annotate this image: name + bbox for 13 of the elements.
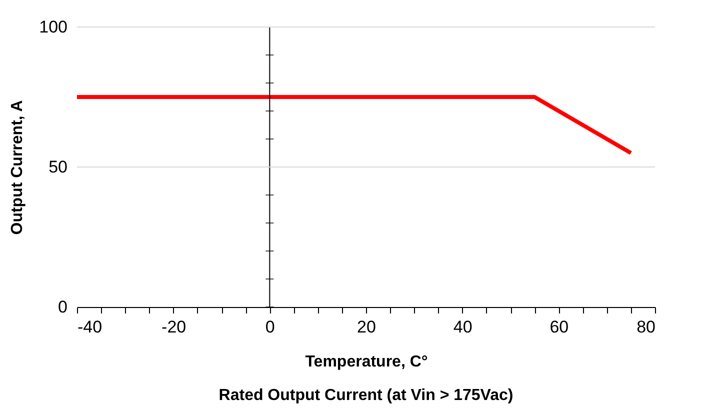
x-tick-label: 40 (453, 318, 472, 336)
y-tick-label: 0 (58, 298, 68, 316)
x-tick-label: 80 (636, 318, 656, 336)
text: Rated Output Current (at Vin > 175Vac) (218, 387, 514, 404)
x-tick-label: -20 (162, 318, 186, 336)
x-tick-label: 60 (550, 318, 569, 336)
y-tick-label: 50 (48, 158, 68, 176)
x-tick-label: 0 (265, 318, 275, 336)
x-tick-label: 20 (357, 318, 376, 336)
x-axis-title: Temperature, C° (305, 354, 428, 370)
y-tick-label: 100 (39, 18, 68, 36)
x-tick-label: -40 (78, 318, 102, 336)
y-axis-title: Output Current, A (9, 100, 26, 235)
